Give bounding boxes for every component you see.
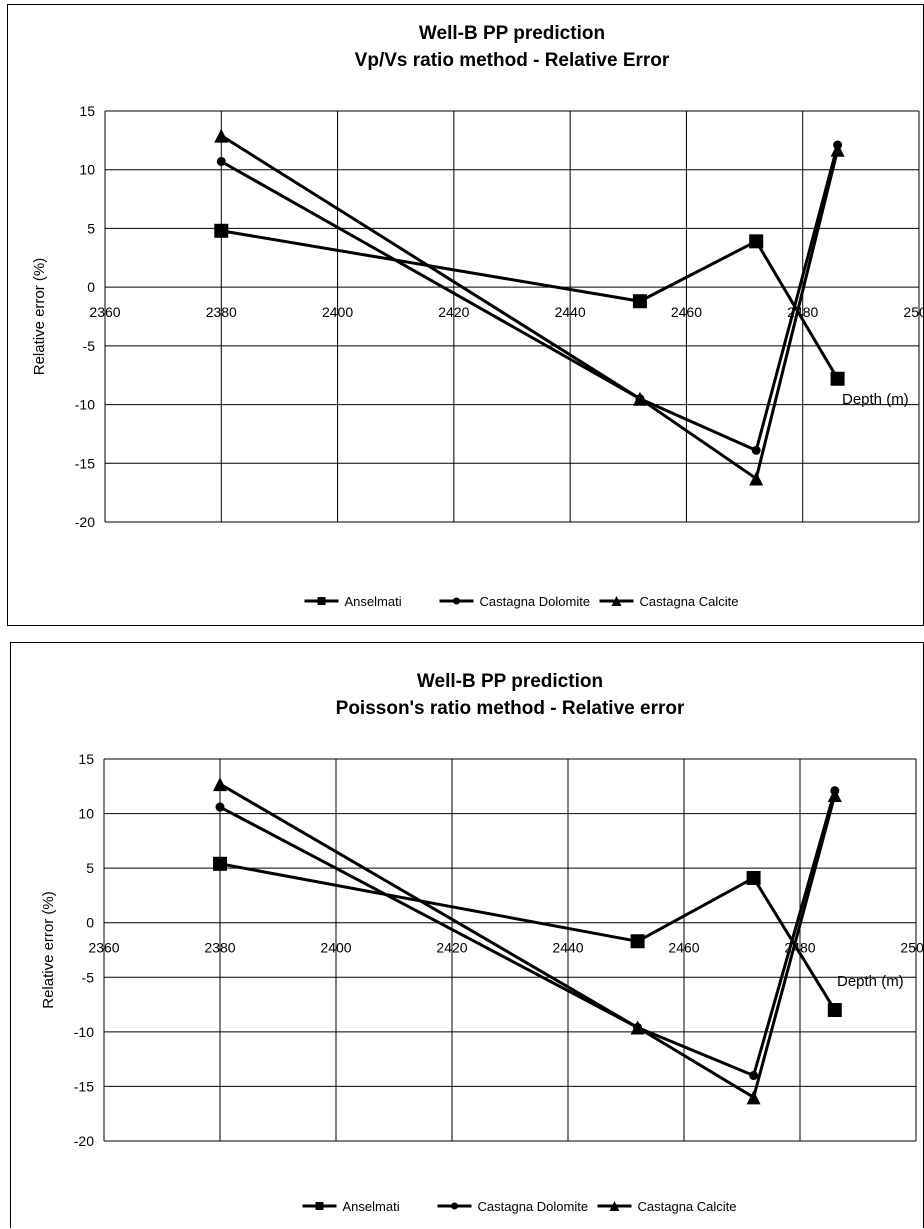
- x-tick-label: 2440: [552, 940, 583, 956]
- series-line: [221, 229, 839, 380]
- series-castagna-calcite: [214, 128, 845, 486]
- data-point-circle: [751, 445, 761, 455]
- y-tick-label: -5: [83, 338, 96, 354]
- x-axis-label: Depth (m): [837, 973, 904, 990]
- data-point-square: [214, 223, 229, 238]
- series-line: [220, 134, 840, 481]
- data-point-circle: [749, 1071, 759, 1081]
- x-tick-label: 2360: [89, 304, 120, 320]
- data-point-square: [749, 234, 764, 249]
- series-anselmati: [213, 856, 842, 1018]
- data-point-square: [827, 1003, 842, 1018]
- y-tick-label: -10: [74, 1024, 94, 1040]
- y-tick-label: 15: [78, 751, 94, 767]
- y-tick-label: 5: [87, 220, 95, 236]
- chart-panel-poisson: Well-B PP prediction Poisson's ratio meth…: [10, 642, 924, 1228]
- x-tick-label: 2500: [903, 304, 923, 320]
- legend-label: Anselmati: [345, 594, 402, 609]
- y-tick-label: -15: [74, 1078, 94, 1094]
- x-tick-label: 2420: [436, 940, 467, 956]
- legend-item: Castagna Calcite: [597, 1199, 737, 1214]
- legend-marker-triangle: [609, 1201, 620, 1211]
- data-point-triangle: [827, 788, 842, 803]
- y-tick-label: 10: [79, 162, 95, 178]
- y-tick-label: -10: [75, 397, 95, 413]
- legend-marker-square: [317, 597, 326, 605]
- x-tick-label: 2440: [555, 304, 586, 320]
- x-axis-label: Depth (m): [842, 391, 909, 408]
- data-point-square: [213, 856, 227, 871]
- x-tick-label: 2400: [320, 940, 351, 956]
- legend-marker-triangle: [611, 596, 622, 606]
- legend-item: Castagna Calcite: [599, 594, 739, 609]
- data-point-circle: [216, 156, 226, 166]
- series-line: [219, 782, 837, 1099]
- y-tick-label: 15: [79, 103, 95, 119]
- x-tick-label: 2360: [88, 940, 119, 956]
- legend-label: Anselmati: [343, 1199, 400, 1214]
- data-point-triangle: [214, 128, 229, 143]
- legend-label: Castagna Dolomite: [480, 594, 591, 609]
- data-point-square: [630, 934, 645, 949]
- y-tick-label: -20: [74, 1133, 94, 1149]
- series-line: [219, 862, 837, 1011]
- y-tick-label: 0: [87, 279, 95, 295]
- data-point-square: [746, 870, 761, 885]
- y-tick-label: 10: [78, 806, 94, 822]
- series-line: [220, 144, 840, 452]
- x-tick-label: 2400: [322, 304, 353, 320]
- data-point-triangle: [632, 391, 647, 406]
- chart-title: Well-B PP prediction: [417, 671, 603, 692]
- data-point-triangle: [830, 142, 845, 157]
- data-point-circle: [215, 802, 225, 812]
- series-castagna-dolomite: [216, 140, 843, 455]
- data-point-triangle: [746, 1090, 761, 1105]
- legend-label: Castagna Calcite: [638, 1199, 737, 1214]
- y-tick-label: -15: [75, 455, 95, 471]
- chart-panel-vpvs: Well-B PP prediction Vp/Vs ratio method -…: [7, 4, 924, 626]
- series-anselmati: [214, 223, 845, 386]
- series-castagna-dolomite: [215, 786, 840, 1081]
- chart-title: Well-B PP prediction: [419, 23, 605, 44]
- data-point-triangle: [630, 1020, 645, 1035]
- legend-label: Castagna Calcite: [640, 594, 739, 609]
- legend-item: Castagna Dolomite: [439, 594, 591, 609]
- x-tick-label: 2460: [671, 304, 702, 320]
- legend: Anselmati Castagna Dolomite Castagna Calci…: [304, 594, 739, 609]
- legend-item: Anselmati: [302, 1199, 400, 1214]
- y-tick-label: -20: [75, 514, 95, 530]
- chart-vpvs-relative-error: Well-B PP prediction Vp/Vs ratio method -…: [31, 23, 923, 609]
- data-point-triangle: [749, 471, 764, 486]
- legend-item: Anselmati: [304, 594, 402, 609]
- legend-marker-circle: [451, 1202, 458, 1210]
- x-tick-label: 2380: [204, 940, 235, 956]
- data-point-square: [830, 371, 845, 386]
- x-tick-label: 2420: [438, 304, 469, 320]
- y-tick-label: -5: [82, 969, 95, 985]
- chart-subtitle: Vp/Vs ratio method - Relative Error: [355, 50, 670, 71]
- y-axis-label: Relative error (%): [31, 258, 48, 376]
- legend-marker-square: [315, 1202, 324, 1210]
- gridlines: [103, 758, 917, 1142]
- x-tick-label: 2500: [900, 940, 923, 956]
- y-tick-label: 0: [86, 915, 94, 931]
- y-tick-label: 5: [86, 860, 94, 876]
- legend-item: Castagna Dolomite: [437, 1199, 589, 1214]
- x-tick-label: 2380: [206, 304, 237, 320]
- legend-label: Castagna Dolomite: [478, 1199, 589, 1214]
- legend: Anselmati Castagna Dolomite Castagna Calci…: [302, 1199, 737, 1214]
- data-point-triangle: [213, 777, 227, 792]
- x-tick-label: 2460: [668, 940, 699, 956]
- y-axis-label: Relative error (%): [40, 891, 57, 1009]
- chart-poisson-relative-error: Well-B PP prediction Poisson's ratio meth…: [40, 671, 923, 1214]
- chart-subtitle: Poisson's ratio method - Relative error: [336, 698, 685, 719]
- series-castagna-calcite: [213, 777, 842, 1105]
- series-line: [219, 790, 837, 1078]
- gridlines: [104, 110, 920, 523]
- legend-marker-circle: [453, 597, 460, 605]
- data-point-square: [632, 294, 647, 309]
